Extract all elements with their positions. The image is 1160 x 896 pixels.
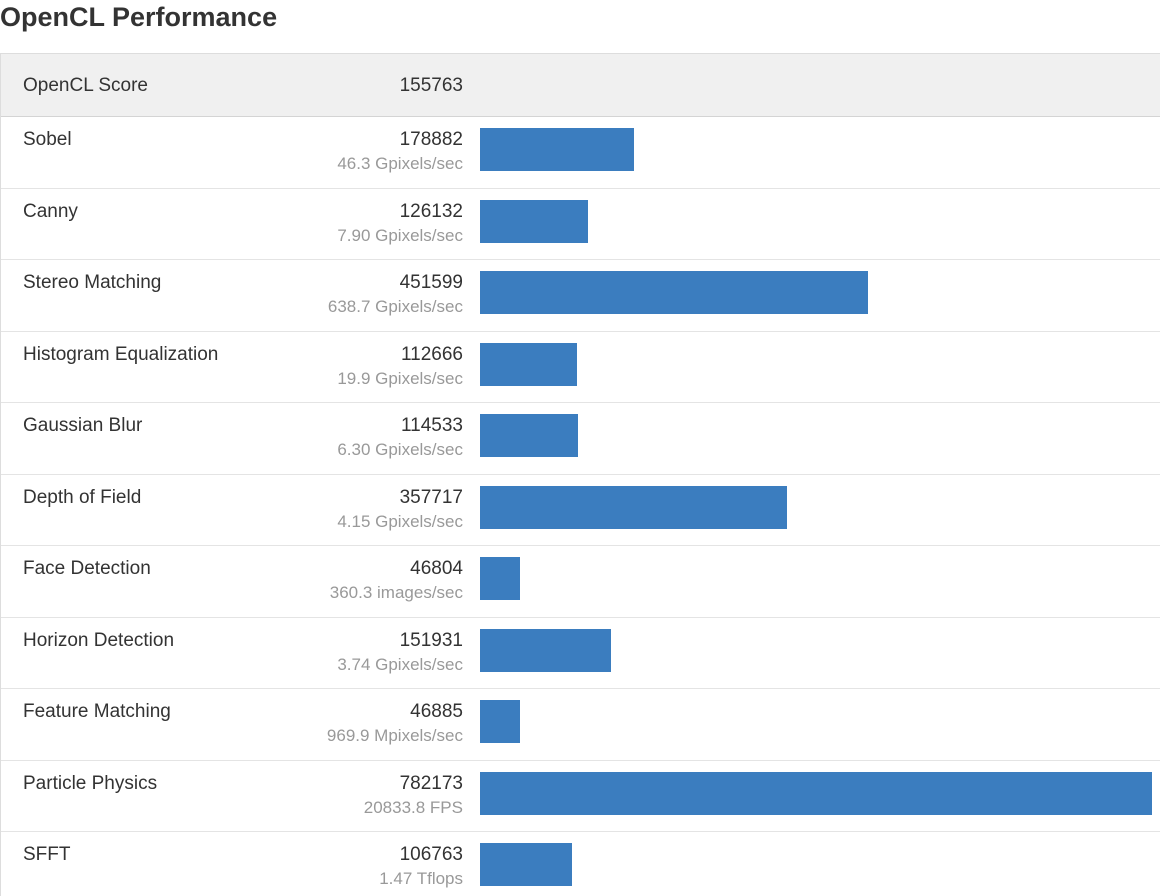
- benchmark-bar: [480, 414, 578, 457]
- benchmark-name: Gaussian Blur: [23, 415, 143, 436]
- benchmark-bar: [480, 628, 611, 672]
- benchmark-bar: [480, 271, 868, 314]
- benchmark-bar: [480, 485, 787, 529]
- opencl-score-row: OpenCL Score 155763: [1, 54, 1160, 117]
- benchmark-name: Depth of Field: [23, 486, 142, 508]
- benchmark-name: SFFT: [23, 844, 71, 865]
- benchmark-row: SFFT 106763 1.47 Tflops: [1, 832, 1160, 896]
- benchmark-row: Sobel 178882 46.3 Gpixels/sec: [1, 117, 1160, 189]
- benchmark-bar: [480, 128, 634, 171]
- benchmark-rate: 1.47 Tflops: [379, 869, 463, 888]
- benchmark-score: 46885: [410, 701, 463, 722]
- benchmark-name: Canny: [23, 200, 78, 222]
- benchmark-score: 178882: [399, 129, 463, 150]
- benchmark-name: Face Detection: [23, 558, 151, 579]
- benchmark-bar: [480, 771, 1152, 815]
- benchmark-score: 46804: [410, 558, 463, 579]
- benchmark-row: Stereo Matching 451599 638.7 Gpixels/sec: [1, 260, 1160, 332]
- benchmark-bar: [480, 342, 577, 386]
- benchmark-row: Gaussian Blur 114533 6.30 Gpixels/sec: [1, 403, 1160, 475]
- benchmark-rate: 3.74 Gpixels/sec: [337, 654, 463, 674]
- benchmark-score: 451599: [399, 272, 463, 293]
- benchmark-score: 114533: [401, 415, 463, 436]
- benchmark-rate: 20833.8 FPS: [363, 797, 463, 817]
- benchmark-score: 357717: [399, 486, 463, 508]
- benchmark-name: Stereo Matching: [23, 272, 162, 293]
- benchmark-rate: 638.7 Gpixels/sec: [327, 297, 463, 316]
- benchmark-bar: [480, 199, 588, 243]
- benchmark-row: Depth of Field 357717 4.15 Gpixels/sec: [1, 475, 1160, 546]
- score-value: 155763: [399, 75, 463, 96]
- benchmark-bar: [480, 557, 520, 600]
- benchmark-bar: [480, 700, 520, 743]
- benchmark-name: Feature Matching: [23, 701, 171, 722]
- benchmark-table: OpenCL Score 155763 Sobel 178882 46.3 Gpix…: [0, 53, 1160, 896]
- benchmark-row: Face Detection 46804 360.3 images/sec: [1, 546, 1160, 618]
- benchmark-row: Histogram Equalization 112666 19.9 Gpixels…: [1, 332, 1160, 403]
- benchmark-score: 151931: [399, 629, 463, 651]
- benchmark-rate: 46.3 Gpixels/sec: [337, 154, 463, 173]
- benchmark-rate: 19.9 Gpixels/sec: [337, 368, 463, 388]
- page-title: OpenCL Performance: [0, 2, 278, 32]
- benchmark-name: Histogram Equalization: [23, 343, 219, 365]
- benchmark-name: Sobel: [23, 129, 72, 150]
- benchmark-score: 782173: [399, 772, 463, 794]
- benchmark-rate: 969.9 Mpixels/sec: [326, 726, 463, 745]
- benchmark-rows: Sobel 178882 46.3 Gpixels/sec Canny 126132 7.…: [1, 117, 1160, 896]
- benchmark-name: Particle Physics: [23, 772, 158, 794]
- benchmark-rate: 7.90 Gpixels/sec: [337, 225, 463, 245]
- benchmark-row: Horizon Detection 151931 3.74 Gpixels/sec: [1, 618, 1160, 689]
- benchmark-row: Canny 126132 7.90 Gpixels/sec: [1, 189, 1160, 260]
- benchmark-rate: 6.30 Gpixels/sec: [337, 440, 463, 459]
- benchmark-row: Feature Matching 46885 969.9 Mpixels/sec: [1, 689, 1160, 761]
- benchmark-bar: [480, 843, 572, 886]
- benchmark-score: 106763: [399, 844, 463, 865]
- benchmark-score: 126132: [399, 200, 463, 222]
- benchmark-row: Particle Physics 782173 20833.8 FPS: [1, 761, 1160, 832]
- benchmark-score: 112666: [401, 343, 463, 365]
- benchmark-rate: 360.3 images/sec: [329, 583, 463, 602]
- benchmark-rate: 4.15 Gpixels/sec: [337, 511, 463, 531]
- score-label: OpenCL Score: [23, 75, 148, 96]
- benchmark-name: Horizon Detection: [23, 629, 175, 651]
